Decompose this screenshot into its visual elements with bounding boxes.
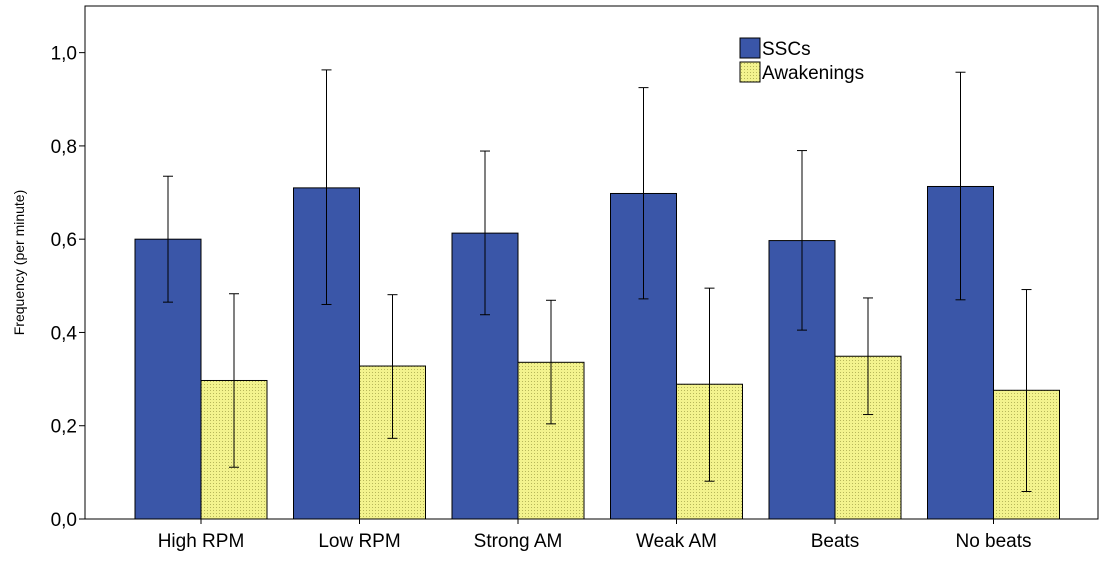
legend-label: SSCs	[762, 39, 811, 60]
x-tick-label: Weak AM	[636, 531, 717, 552]
y-tick-label: 0,4	[51, 323, 78, 344]
x-tick-label: No beats	[955, 531, 1031, 552]
y-axis-title: Frequency (per minute)	[11, 190, 27, 336]
y-tick-label: 0,8	[51, 137, 77, 158]
y-tick-label: 0,2	[51, 417, 77, 438]
legend-swatch	[739, 37, 761, 59]
y-tick-label: 0,0	[51, 510, 77, 531]
legend-label: Awakenings	[762, 63, 864, 84]
x-tick-label: Beats	[811, 531, 860, 552]
plot-frame	[84, 5, 1099, 520]
legend-swatch	[739, 61, 761, 83]
x-tick-label: Low RPM	[318, 531, 400, 552]
x-tick-label: High RPM	[158, 531, 245, 552]
y-tick-label: 0,6	[51, 230, 77, 251]
y-tick-label: 1,0	[51, 44, 77, 65]
x-tick-label: Strong AM	[474, 531, 563, 552]
